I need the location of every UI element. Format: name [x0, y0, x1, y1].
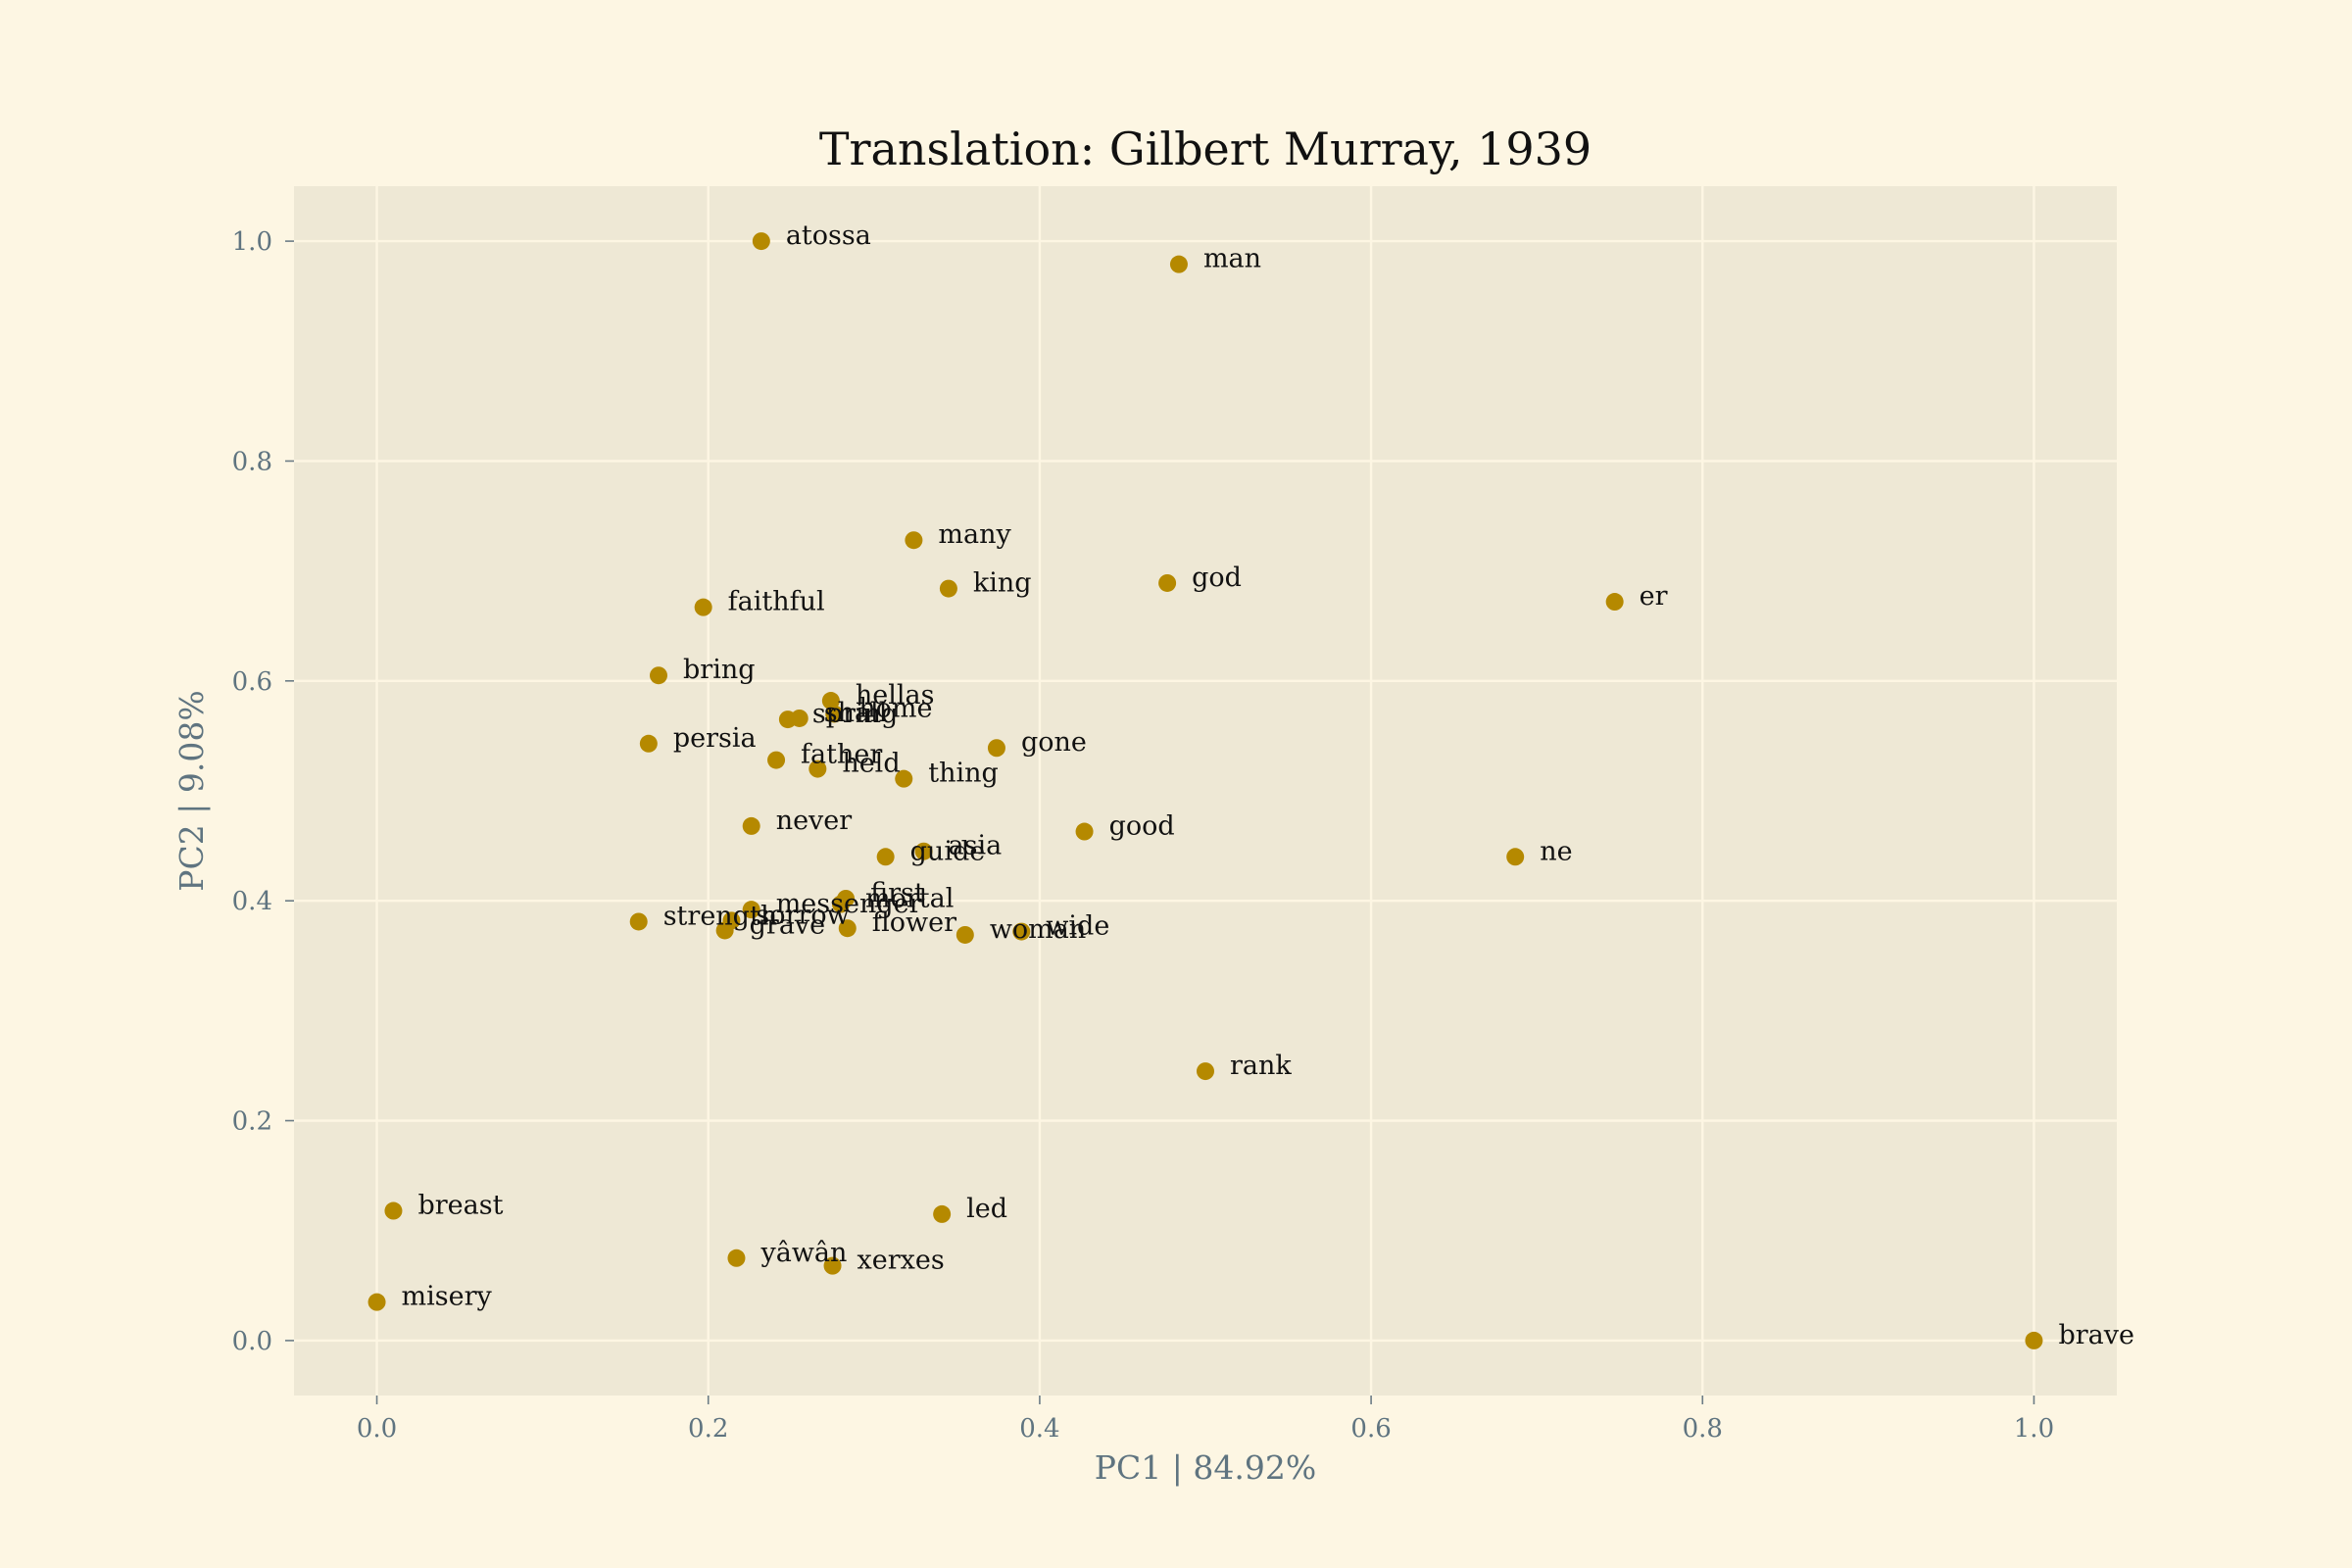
- data-point-flower: [838, 919, 857, 938]
- data-label-led: led: [966, 1194, 1007, 1224]
- data-point-woman: [956, 925, 974, 944]
- data-point-strength: [629, 912, 648, 931]
- data-point-man: [1169, 255, 1188, 273]
- data-label-brave: brave: [2058, 1320, 2134, 1350]
- data-point-father: [767, 751, 786, 769]
- data-point-never: [742, 816, 760, 835]
- data-label-father: father: [801, 740, 882, 770]
- data-label-breast: breast: [417, 1191, 503, 1221]
- data-label-rank: rank: [1230, 1051, 1292, 1081]
- y-tick-label: 0.2: [232, 1107, 272, 1137]
- data-label-hellas: hellas: [856, 680, 935, 710]
- data-label-messenger: messenger: [776, 889, 922, 919]
- data-label-first: first: [870, 878, 925, 908]
- data-label-flower: flower: [872, 907, 956, 938]
- data-point-good: [1075, 822, 1094, 841]
- data-label-faithful: faithful: [728, 587, 825, 617]
- data-point-god: [1158, 573, 1177, 592]
- data-label-gone: gone: [1021, 727, 1087, 758]
- data-label-strength: strength: [663, 901, 778, 931]
- data-point-guide: [876, 848, 895, 866]
- data-point-held: [808, 760, 827, 778]
- data-label-asia: asia: [949, 831, 1003, 861]
- data-label-woman: woman: [990, 914, 1086, 945]
- data-point-asia: [914, 842, 933, 860]
- data-label-held: held: [842, 749, 900, 779]
- data-point-wide: [1012, 922, 1031, 941]
- y-tick-label: 0.6: [232, 667, 272, 697]
- data-label-home: home: [858, 693, 932, 723]
- data-point-shall: [790, 709, 808, 727]
- data-point-persia: [639, 734, 658, 753]
- data-label-xerxes: xerxes: [858, 1246, 945, 1276]
- x-tick-label: 0.0: [357, 1414, 397, 1444]
- y-tick-label: 0.0: [232, 1327, 272, 1356]
- data-label-ne: ne: [1540, 836, 1572, 866]
- plot-area: [294, 186, 2117, 1396]
- data-point-breast: [384, 1201, 403, 1220]
- data-label-never: never: [776, 806, 853, 836]
- data-point-messenger: [742, 901, 760, 919]
- data-label-man: man: [1203, 244, 1261, 274]
- data-point-atossa: [752, 232, 770, 251]
- x-axis-label: PC1 | 84.92%: [1095, 1448, 1316, 1487]
- data-point-misery: [368, 1293, 386, 1311]
- data-label-er: er: [1640, 581, 1668, 612]
- data-label-sorrow: sorrow: [756, 900, 849, 930]
- data-point-bring: [650, 666, 667, 685]
- data-label-god: god: [1192, 563, 1242, 593]
- data-point-grave: [715, 921, 734, 940]
- data-point-hellas: [821, 692, 840, 710]
- chart-title: Translation: Gilbert Murray, 1939: [819, 122, 1592, 175]
- x-tick-label: 1.0: [2014, 1414, 2054, 1444]
- data-label-shall: shall: [824, 698, 888, 728]
- data-point-xerxes: [823, 1256, 842, 1275]
- axis-ticks: 0.0 0.2 0.4 0.6 0.8 1.0 0.0 0.2 0.4 0.6 0.8 1.0: [232, 227, 2054, 1444]
- data-label-thing: thing: [928, 759, 999, 789]
- data-point-brave: [2025, 1331, 2043, 1349]
- data-point-mortal: [832, 895, 850, 913]
- data-point-faithful: [694, 598, 712, 616]
- data-label-wide: wide: [1046, 911, 1109, 942]
- x-tick-label: 0.2: [688, 1414, 728, 1444]
- data-point-home: [825, 705, 844, 723]
- data-label-persia: persia: [673, 723, 757, 754]
- data-label-grave: grave: [750, 909, 826, 940]
- data-label-guide: guide: [910, 836, 986, 866]
- y-tick-label: 0.4: [232, 887, 272, 916]
- x-tick-label: 0.4: [1019, 1414, 1059, 1444]
- grid: [294, 186, 2117, 1396]
- x-tick-label: 0.8: [1683, 1414, 1723, 1444]
- data-label-mortal: mortal: [865, 884, 954, 914]
- data-labels: atossa man many king god er faithful bring hella…: [402, 220, 2134, 1350]
- data-point-gone: [987, 739, 1005, 758]
- data-point-many: [905, 531, 923, 550]
- x-tick-label: 0.6: [1350, 1414, 1391, 1444]
- data-label-good: good: [1109, 811, 1175, 842]
- data-point-thing: [895, 769, 913, 788]
- data-label-spring: spring: [812, 699, 898, 729]
- data-label-atossa: atossa: [786, 220, 871, 251]
- data-points: [368, 232, 2043, 1349]
- data-point-king: [939, 579, 957, 598]
- data-point-ne: [1506, 848, 1525, 866]
- y-tick-label: 1.0: [232, 227, 272, 257]
- data-label-many: many: [938, 519, 1011, 550]
- data-point-rank: [1197, 1062, 1214, 1081]
- data-label-bring: bring: [683, 655, 756, 685]
- data-point-led: [933, 1204, 952, 1223]
- data-label-misery: misery: [402, 1282, 493, 1312]
- data-point-yâwân: [727, 1249, 746, 1267]
- data-label-king: king: [973, 568, 1032, 599]
- data-label-yâwân: yâwân: [760, 1238, 847, 1268]
- y-tick-label: 0.8: [232, 447, 272, 476]
- y-axis-label: PC2 | 9.08%: [172, 690, 211, 891]
- data-point-er: [1605, 593, 1624, 612]
